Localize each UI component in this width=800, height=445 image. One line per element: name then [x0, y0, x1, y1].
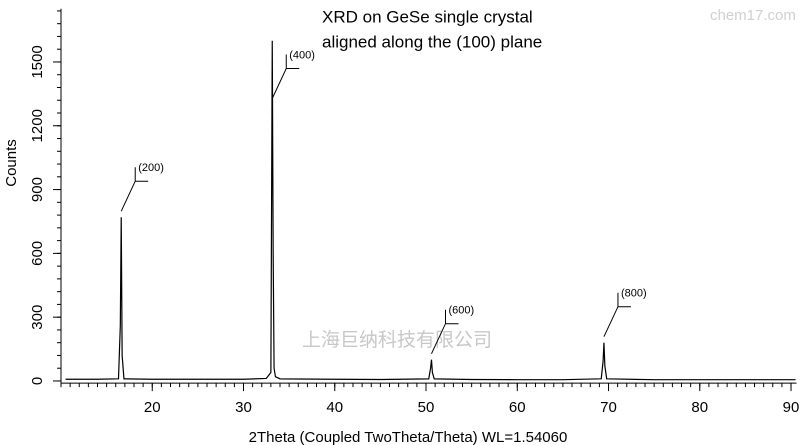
annotation-label: (400): [289, 49, 315, 61]
y-tick-label: 900: [29, 177, 46, 202]
chart-title: XRD on GeSe single crystal: [322, 7, 533, 26]
x-axis-label: 2Theta (Coupled TwoTheta/Theta) WL=1.540…: [249, 429, 568, 445]
y-tick-label: 600: [29, 241, 46, 266]
y-tick-label: 1500: [29, 45, 46, 78]
annotation-leader: [431, 309, 459, 354]
annotation-leader: [120, 167, 149, 212]
y-tick-label: 1200: [29, 109, 46, 142]
x-tick-label: 40: [326, 399, 343, 416]
x-tick-label: 80: [691, 399, 708, 416]
annotation-label: (600): [448, 305, 474, 317]
x-tick-label: 50: [418, 399, 435, 416]
watermark: chem17.com: [710, 7, 796, 24]
y-tick-label: 300: [29, 305, 46, 330]
annotation-label: (200): [138, 162, 164, 174]
watermark: 上海巨纳科技有限公司: [302, 329, 492, 351]
x-tick-label: 70: [600, 399, 617, 416]
annotation-leader: [603, 292, 631, 337]
annotation-leader: [271, 54, 300, 99]
x-tick-label: 90: [783, 399, 800, 416]
chart-title: aligned along the (100) plane: [322, 32, 542, 51]
data-line: [65, 40, 796, 381]
y-tick-label: 0: [29, 377, 46, 385]
x-tick-label: 60: [509, 399, 526, 416]
x-tick-label: 30: [235, 399, 252, 416]
y-axis-label: Counts: [3, 139, 20, 187]
annotation-label: (800): [621, 288, 647, 300]
x-tick-label: 20: [144, 399, 161, 416]
